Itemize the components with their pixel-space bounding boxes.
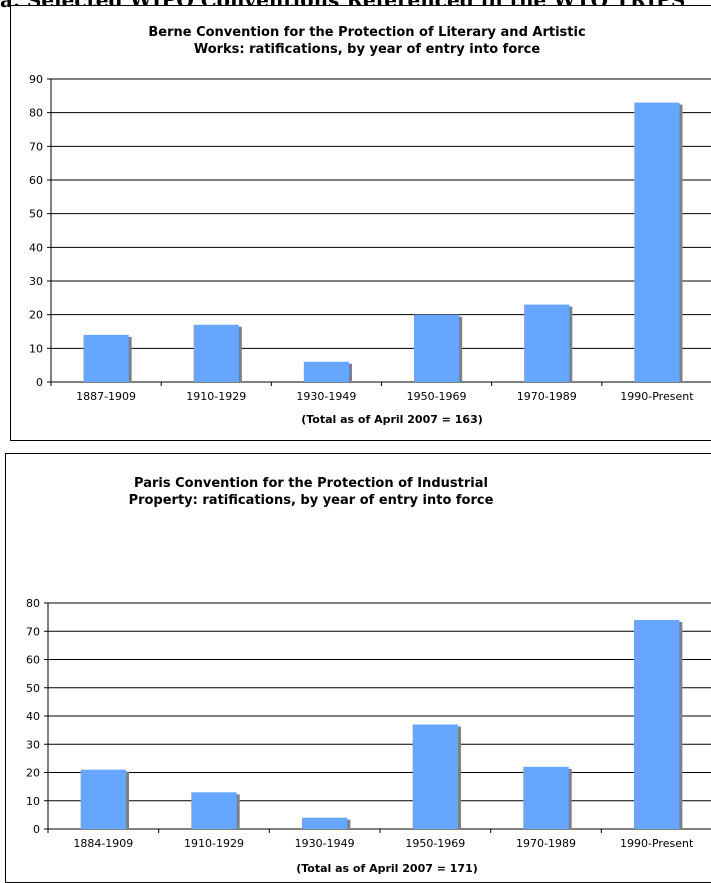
- y-tick-label: 30: [26, 738, 40, 751]
- y-tick-label: 30: [29, 275, 43, 288]
- y-tick-label: 10: [26, 795, 40, 808]
- y-tick-label: 20: [26, 767, 40, 780]
- y-tick-label: 20: [29, 309, 43, 322]
- bar-1884-1909: [80, 769, 127, 829]
- y-tick-label: 40: [29, 241, 43, 254]
- y-tick-label: 70: [26, 625, 40, 638]
- bar-1970-1989: [523, 766, 569, 829]
- chart-title-line: Berne Convention for the Protection of L…: [148, 25, 585, 40]
- bar-1930-1949: [303, 361, 350, 382]
- x-tick-label: 1970-1989: [516, 837, 576, 850]
- x-tick-label: 1970-1989: [517, 390, 577, 403]
- berne-chart: Berne Convention for the Protection of L…: [10, 5, 711, 441]
- bar-1950-1969: [412, 724, 459, 829]
- y-tick-label: 0: [33, 823, 40, 836]
- chart-title-line: Works: ratifications, by year of entry i…: [194, 42, 541, 57]
- y-tick-label: 50: [29, 208, 43, 221]
- x-tick-label: 1950-1969: [405, 837, 465, 850]
- y-tick-label: 40: [26, 710, 40, 723]
- bar-1910-1929: [191, 792, 237, 829]
- x-axis-label: (Total as of April 2007 = 163): [301, 413, 483, 426]
- x-tick-label: 1910-1929: [186, 390, 246, 403]
- y-tick-label: 80: [26, 597, 40, 610]
- x-tick-label: 1930-1949: [296, 390, 356, 403]
- paris-chart: Paris Convention for the Protection of I…: [5, 453, 711, 883]
- x-axis-label: (Total as of April 2007 = 171): [296, 862, 478, 875]
- berne-chart-svg: Berne Convention for the Protection of L…: [29, 25, 711, 426]
- paris-chart-svg: Paris Convention for the Protection of I…: [26, 476, 711, 875]
- x-tick-label: 1950-1969: [407, 390, 467, 403]
- y-tick-label: 80: [29, 107, 43, 120]
- bar-1930-1949: [301, 817, 348, 829]
- bar-1990-Present: [634, 102, 680, 383]
- x-tick-label: 1930-1949: [295, 837, 355, 850]
- y-tick-label: 90: [29, 73, 43, 86]
- y-tick-label: 50: [26, 682, 40, 695]
- bar-1990-Present: [633, 619, 680, 829]
- chart-title-line: Property: ratifications, by year of entr…: [129, 493, 494, 508]
- x-tick-label: 1884-1909: [73, 837, 133, 850]
- x-tick-label: 1990-Present: [620, 390, 694, 403]
- bar-1910-1929: [193, 324, 239, 382]
- x-tick-label: 1887-1909: [76, 390, 136, 403]
- bar-1970-1989: [524, 304, 570, 382]
- y-tick-label: 0: [36, 376, 43, 389]
- y-tick-label: 60: [29, 174, 43, 187]
- y-tick-label: 60: [26, 654, 40, 667]
- chart-title-line: Paris Convention for the Protection of I…: [134, 476, 488, 491]
- y-tick-label: 10: [29, 342, 43, 355]
- bar-1950-1969: [413, 314, 460, 382]
- y-tick-label: 70: [29, 140, 43, 153]
- bar-1887-1909: [83, 334, 129, 382]
- x-tick-label: 1910-1929: [184, 837, 244, 850]
- x-tick-label: 1990-Present: [620, 837, 694, 850]
